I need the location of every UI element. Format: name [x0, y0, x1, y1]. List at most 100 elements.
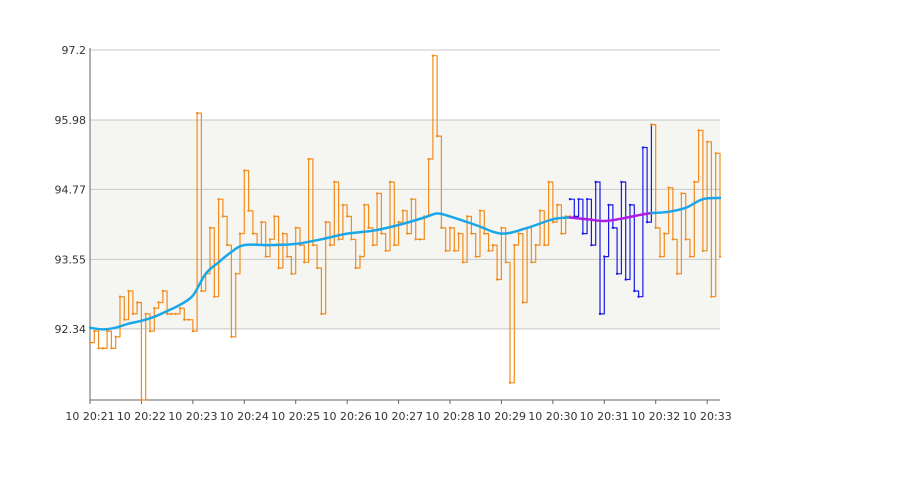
- data-point: [380, 232, 383, 235]
- series-line-0: [90, 55, 570, 401]
- data-point: [375, 192, 379, 195]
- data-point: [513, 243, 516, 247]
- data-point: [628, 203, 632, 207]
- average-line-3: [88, 212, 572, 331]
- data-point: [178, 306, 182, 310]
- data-point: [277, 266, 280, 270]
- data-point: [114, 335, 117, 339]
- data-point: [680, 192, 683, 195]
- data-point: [654, 226, 657, 230]
- data-point: [414, 238, 417, 241]
- data-point: [148, 329, 152, 333]
- data-point: [234, 272, 237, 275]
- data-point: [328, 243, 332, 247]
- y-tick-label: 97.2: [62, 44, 87, 57]
- data-point: [491, 243, 495, 247]
- data-point: [697, 129, 700, 132]
- data-point: [144, 312, 147, 316]
- data-point: [303, 261, 306, 264]
- data-point: [243, 169, 246, 172]
- data-point: [581, 232, 585, 235]
- data-point: [333, 180, 336, 184]
- x-tick-label: 10 20:33: [683, 410, 732, 423]
- data-point: [363, 203, 366, 207]
- data-point: [534, 243, 537, 247]
- data-point: [260, 220, 263, 224]
- data-point: [354, 266, 357, 270]
- data-point: [247, 209, 250, 212]
- data-point: [500, 226, 503, 230]
- data-point: [153, 306, 156, 310]
- data-point: [615, 272, 619, 275]
- data-point: [367, 226, 370, 230]
- data-point: [183, 318, 186, 321]
- x-tick-label: 10 20:31: [580, 410, 629, 423]
- data-point: [611, 226, 615, 230]
- data-point: [474, 255, 477, 258]
- data-point: [127, 289, 130, 293]
- data-point: [157, 301, 160, 304]
- data-point: [225, 243, 229, 247]
- data-point: [273, 215, 276, 218]
- data-point: [705, 140, 709, 144]
- data-point: [88, 341, 92, 344]
- data-point: [483, 232, 486, 235]
- data-point: [324, 220, 327, 224]
- data-point: [675, 272, 679, 275]
- y-tick-label: 94.77: [55, 183, 87, 196]
- data-point: [624, 278, 627, 281]
- data-point: [341, 203, 345, 207]
- data-point: [551, 220, 555, 224]
- data-point: [560, 232, 563, 235]
- data-point: [487, 249, 490, 253]
- data-point: [555, 203, 559, 207]
- data-point: [418, 238, 422, 241]
- x-tick-label: 10 20:28: [425, 410, 474, 423]
- data-point: [667, 186, 670, 189]
- data-point: [135, 301, 139, 304]
- data-point: [543, 243, 546, 247]
- data-point: [444, 249, 447, 253]
- data-point: [435, 134, 439, 138]
- x-tick-label: 10 20:29: [477, 410, 526, 423]
- data-point: [405, 232, 409, 235]
- data-point: [195, 111, 199, 115]
- data-point: [645, 220, 649, 224]
- data-point: [217, 197, 220, 201]
- data-point: [590, 243, 593, 247]
- data-point: [714, 152, 717, 155]
- data-point: [187, 318, 190, 321]
- x-tick-label: 10 20:27: [374, 410, 423, 423]
- x-tick-label: 10 20:24: [220, 410, 269, 423]
- x-tick-label: 10 20:23: [168, 410, 217, 423]
- data-point: [230, 335, 233, 339]
- data-point: [140, 398, 143, 402]
- x-tick-label: 10 20:32: [631, 410, 680, 423]
- data-point: [663, 232, 666, 235]
- data-point: [384, 249, 387, 253]
- data-point: [131, 312, 135, 316]
- data-point: [603, 255, 606, 258]
- data-point: [208, 226, 212, 230]
- data-point: [530, 261, 533, 264]
- data-point: [285, 255, 289, 258]
- data-point: [641, 146, 645, 149]
- data-point: [213, 295, 216, 298]
- data-point: [118, 295, 122, 298]
- data-point: [320, 312, 323, 316]
- data-point: [671, 238, 675, 241]
- data-point: [620, 180, 623, 184]
- data-point: [165, 312, 169, 316]
- x-tick-label: 10 20:25: [271, 410, 320, 423]
- data-point: [345, 215, 349, 218]
- data-point: [448, 226, 452, 230]
- data-point: [350, 238, 353, 241]
- data-point: [461, 261, 465, 264]
- y-tick-label: 95.98: [55, 114, 87, 127]
- data-point: [538, 209, 542, 212]
- data-point: [710, 295, 713, 298]
- data-point: [311, 243, 315, 247]
- data-point: [598, 312, 602, 316]
- data-point: [97, 347, 100, 350]
